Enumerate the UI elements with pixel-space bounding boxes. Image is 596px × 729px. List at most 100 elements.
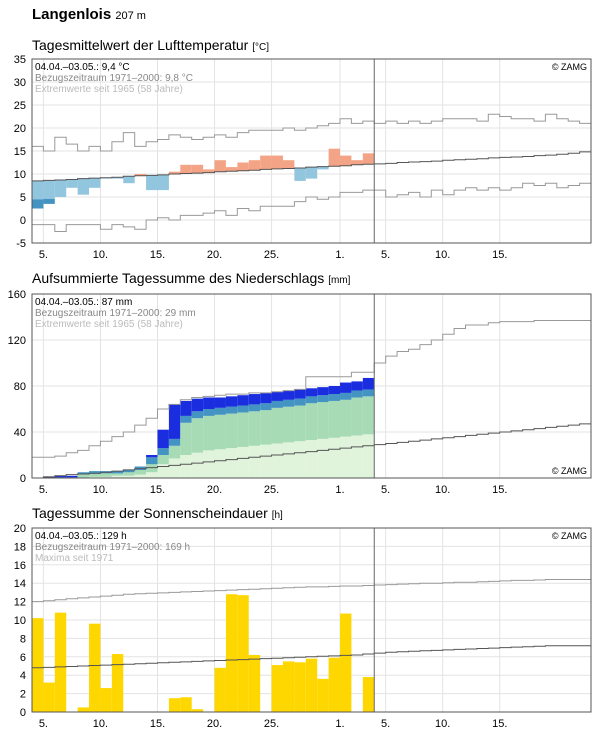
temperature-anomaly-bar [340, 155, 352, 166]
precipitation-upper-band [180, 415, 192, 423]
precipitation-panel-title: Aufsummierte Tagessumme des Niederschlag… [32, 270, 350, 286]
precipitation-ytick-label: 0 [20, 473, 26, 485]
precipitation-cumulative-bar [237, 395, 249, 406]
temperature-ytick-label: 5 [20, 192, 26, 204]
sunshine-bar [340, 613, 352, 712]
temperature-anomaly-bar [32, 199, 44, 209]
precipitation-middle-band [260, 410, 272, 445]
temperature-anomaly-bar [362, 153, 375, 165]
sunshine-bar [248, 654, 261, 712]
temperature-xtick-label: 1. [335, 249, 344, 261]
temperature-anomaly-bar [157, 174, 169, 191]
temperature-anomaly-bar [66, 179, 78, 188]
precipitation-xtick-label: 25. [264, 484, 279, 496]
sunshine-xtick-label: 5. [39, 718, 48, 729]
precipitation-lower-band [225, 448, 238, 478]
temperature-ytick-label: 15 [14, 146, 26, 158]
precipitation-lower-band [100, 476, 112, 478]
precipitation-upper-band [237, 405, 249, 413]
precipitation-lower-band [305, 440, 318, 478]
precipitation-xtick-label: 20. [207, 484, 222, 496]
precipitation-middle-band [282, 406, 295, 443]
sunshine-chart: 0 2 4 6 8 10 12 14 16 18 20 5. 10. 15. 20. 25. 1. 5. 10. 15… [14, 523, 592, 729]
precipitation-middle-band [100, 473, 112, 477]
sunshine-xtick-label: 15. [150, 718, 165, 729]
sunshine-xtick-label: 15. [492, 718, 507, 729]
precipitation-frame [31, 293, 592, 479]
precipitation-upper-band [340, 392, 352, 400]
temperature-anomaly-bar [260, 155, 272, 170]
precipitation-unit: [mm] [328, 275, 351, 286]
sunshine-bar [214, 667, 226, 712]
temperature-xtick-label: 5. [381, 249, 390, 261]
temperature-xtick-label: 15. [150, 249, 165, 261]
temperature-chart: -5 0 5 10 15 20 25 30 35 5. 10. 15. 20. 25. 1. 5. 10. 15.… [14, 54, 592, 261]
temperature-frame [31, 58, 592, 244]
sunshine-bar [237, 595, 249, 712]
precipitation-cumulative-bar [351, 381, 363, 391]
precipitation-middle-band [123, 472, 135, 476]
temperature-anomaly-bar [248, 160, 261, 171]
temperature-ytick-label: 0 [20, 215, 26, 227]
precipitation-xtick-label: 5. [39, 484, 48, 496]
temperature-anomaly-bar [294, 168, 306, 181]
precipitation-middle-band [146, 464, 158, 473]
precipitation-middle-band [351, 397, 363, 436]
sunshine-normal-line [32, 645, 591, 669]
precipitation-middle-band [328, 400, 341, 438]
precipitation-xtick-label: 1. [335, 484, 344, 496]
precipitation-cumulative-bar [305, 388, 318, 397]
precipitation-middle-band [66, 476, 78, 478]
precipitation-cumulative-bar [271, 391, 283, 401]
sunshine-maxima-line [32, 579, 591, 603]
precipitation-lower-band [134, 474, 147, 478]
precipitation-cumulative-bar [146, 455, 158, 458]
sunshine-ytick-label: 0 [20, 707, 26, 719]
precipitation-cumulative-bar [54, 475, 67, 478]
sunshine-ytick-label: 12 [14, 597, 26, 609]
sunshine-bar [305, 658, 318, 712]
temperature-anomaly-bar [351, 160, 363, 165]
precipitation-lower-band [157, 464, 169, 478]
temperature-extreme-max-line [32, 113, 591, 152]
sunshine-frame [31, 527, 592, 713]
precipitation-title: Aufsummierte Tagessumme des Niederschlag… [32, 270, 325, 286]
precipitation-xtick-label: 10. [93, 484, 108, 496]
precipitation-middle-band [157, 455, 169, 465]
precipitation-cumulative-bar [362, 377, 375, 390]
temperature-title: Tagesmittelwert der Lufttemperatur [32, 37, 249, 53]
precipitation-lower-band [237, 446, 249, 478]
precipitation-cumulative-bar [294, 389, 306, 399]
temperature-ytick-label: 30 [14, 77, 26, 89]
precipitation-upper-band [328, 394, 341, 401]
sunshine-xtick-label: 10. [435, 718, 450, 729]
precipitation-middle-band [54, 476, 67, 478]
precipitation-upper-band [191, 411, 204, 419]
precipitation-lower-band [111, 475, 124, 478]
sunshine-bar [168, 698, 181, 712]
sunshine-xtick-label: 5. [381, 718, 390, 729]
temperature-info-line-1: Bezugszeitraum 1971–2000: 9,8 °C [35, 73, 193, 84]
precipitation-upper-band [89, 471, 101, 474]
temperature-ytick-label: -5 [16, 238, 26, 250]
precipitation-info-line-2: Extremwerte seit 1965 (58 Jahre) [35, 319, 183, 330]
temperature-ytick-label: 25 [14, 100, 26, 112]
temperature-anomaly-bar [305, 167, 318, 179]
precipitation-upper-band [77, 472, 90, 475]
precipitation-middle-band [191, 418, 204, 453]
precipitation-xtick-label: 10. [435, 484, 450, 496]
precipitation-upper-band [111, 471, 124, 474]
precipitation-cumulative-bar [340, 382, 352, 393]
temperature-xtick-label: 10. [93, 249, 108, 261]
sunshine-credit: © ZAMG [552, 531, 587, 541]
sunshine-xtick-label: 20. [207, 718, 222, 729]
precipitation-lower-band [123, 475, 135, 478]
precipitation-upper-band [248, 404, 261, 412]
precipitation-lower-band [203, 450, 215, 478]
temperature-anomaly-bar [134, 174, 147, 176]
precipitation-lower-band [89, 476, 101, 478]
sunshine-xtick-label: 25. [264, 718, 279, 729]
sunshine-ytick-label: 18 [14, 541, 26, 553]
precipitation-cumulative-bar [248, 394, 261, 405]
